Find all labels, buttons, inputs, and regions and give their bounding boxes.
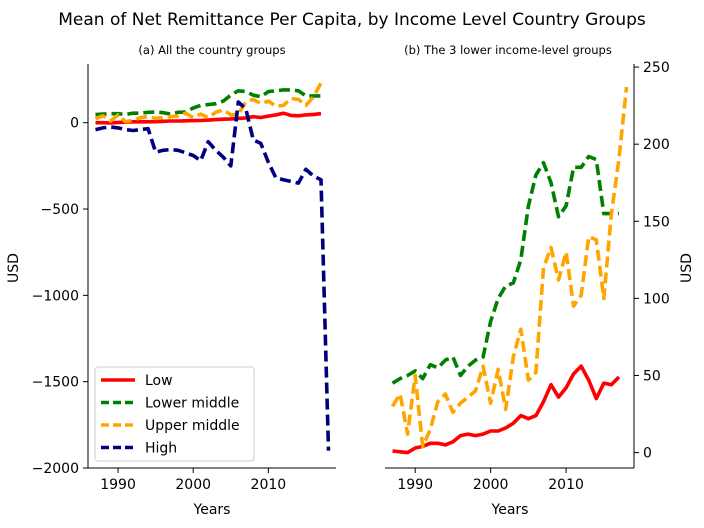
figure-title: Mean of Net Remittance Per Capita, by In… (58, 10, 646, 30)
panel-b-title: (b) The 3 lower income-level groups (404, 43, 612, 57)
panel-a-x-axis-label: Years (193, 502, 231, 518)
panel-a-y-tick-label: −2000 (32, 461, 79, 477)
panel-b-y-tick-label: 100 (643, 291, 670, 307)
panel-b-x-tick-label: 2010 (548, 477, 584, 493)
panel-b-x-ticks: 1990 2000 2010 (397, 468, 584, 493)
panel-a-all-groups: (a) All the country groups 0 −500 −1000 −15… (6, 43, 336, 518)
panel-a-x-tick-label: 2000 (175, 477, 211, 493)
panel-b-series-low-line (392, 364, 621, 455)
panel-b-y-tick-label: 50 (643, 368, 661, 384)
legend-entries: Low Lower middle Upper middle High (101, 373, 240, 457)
panel-a-title: (a) All the country groups (138, 43, 285, 57)
panel-a-x-ticks: 1990 2000 2010 (100, 468, 286, 493)
panel-b-y-ticks: 0 50 100 150 200 250 (634, 60, 670, 462)
panel-a-series-lines (94, 82, 331, 451)
legend-label-upper-middle: Upper middle (145, 418, 240, 434)
panel-a-series-upper-middle-line (94, 82, 323, 124)
panel-a-y-tick-label: −1500 (32, 375, 79, 391)
legend-label-low: Low (145, 373, 173, 389)
legend-label-lower-middle: Lower middle (145, 396, 239, 412)
panel-a-y-axis-label: USD (6, 253, 22, 283)
panel-b-lower-income-groups: (b) The 3 lower income-level groups 0 50 1… (385, 43, 695, 518)
panel-b-series-lines (390, 86, 629, 455)
panel-a-y-ticks: 0 −500 −1000 −1500 −2000 (32, 116, 88, 477)
panel-b-x-tick-label: 1990 (397, 477, 433, 493)
panel-b-y-tick-label: 200 (643, 137, 670, 153)
legend-frame (94, 366, 255, 462)
panel-a-x-tick-label: 2010 (251, 477, 287, 493)
panel-a-series-low-line (95, 111, 322, 125)
panel-a-x-tick-label: 1990 (100, 477, 136, 493)
legend: Low Lower middle Upper middle High (94, 366, 255, 462)
panel-b-y-tick-label: 150 (643, 214, 670, 230)
legend-label-high: High (145, 441, 177, 457)
panel-b-y-tick-label: 0 (643, 446, 652, 462)
panel-b-y-tick-label: 250 (643, 60, 670, 76)
panel-b-y-axis-label: USD (679, 253, 695, 283)
panel-a-series-high-line (95, 100, 331, 451)
panel-b-x-tick-label: 2000 (473, 477, 509, 493)
panel-a-y-tick-label: 0 (70, 116, 79, 132)
panel-b-series-upper-middle-line (390, 86, 629, 449)
panel-a-y-tick-label: −1000 (32, 288, 79, 304)
panel-b-series-lower-middle-line (391, 154, 619, 385)
panel-b-x-axis-label: Years (491, 502, 529, 518)
panel-a-series-lower-middle-line (95, 88, 321, 117)
panel-a-y-tick-label: −500 (41, 202, 79, 218)
